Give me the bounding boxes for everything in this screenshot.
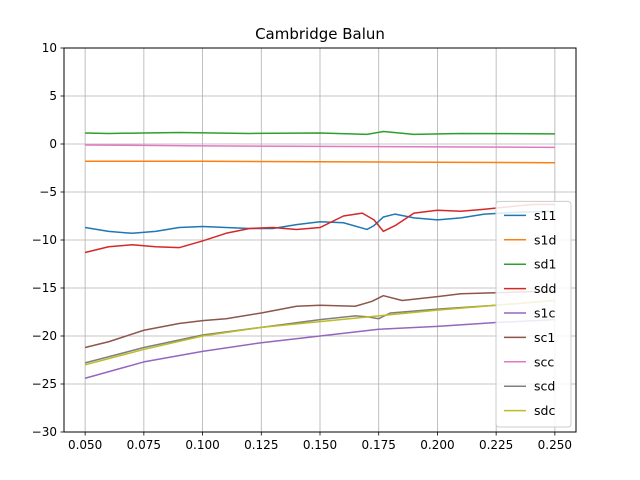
series-line-sc1 (84, 290, 555, 349)
x-tick-label: 0.075 (127, 438, 161, 452)
y-tick-label: −15 (32, 281, 57, 295)
legend-label: s1c (534, 306, 555, 321)
chart-title: Cambridge Balun (255, 25, 385, 43)
series-line-sdd (84, 203, 555, 254)
y-tick-label: −10 (32, 233, 57, 247)
y-tick-label: −25 (32, 377, 57, 391)
y-tick-label: 0 (49, 137, 57, 151)
legend-label: sdc (534, 403, 555, 418)
series-line-s1c (84, 318, 555, 379)
legend-box (495, 200, 572, 428)
x-tick-label: 0.100 (185, 438, 219, 452)
x-tick-label: 0.250 (538, 438, 572, 452)
x-tick-label: 0.200 (420, 438, 454, 452)
series-lines (84, 130, 555, 379)
y-tick-label: −30 (32, 425, 57, 439)
x-tick-label: 0.225 (479, 438, 513, 452)
x-tick-label: 0.050 (68, 438, 102, 452)
x-tick-label: 0.175 (362, 438, 396, 452)
legend-label: scc (534, 354, 554, 369)
legend-label: s11 (534, 208, 556, 223)
x-tick-label: 0.125 (244, 438, 278, 452)
series-line-scc (85, 144, 555, 149)
legend-label: sdd (534, 281, 556, 296)
legend-label: sd1 (534, 257, 556, 272)
series-line-sdc (84, 299, 555, 366)
legend-label: s1d (534, 232, 556, 247)
legend: s11 s1d sd1 sdd s1c sc1 scc scd sdc (495, 200, 572, 428)
y-tick-label: 5 (49, 89, 57, 103)
y-tick-label: −5 (39, 185, 57, 199)
series-line-s1d (85, 160, 555, 164)
legend-label: sc1 (534, 330, 555, 345)
y-tick-label: 10 (42, 41, 57, 55)
y-tick-label: −20 (32, 329, 57, 343)
legend-label: scd (534, 379, 555, 394)
series-line-scd (84, 299, 555, 364)
series-line-sd1 (85, 130, 555, 136)
axes: 0.050 0.075 0.100 0.125 0.150 0.175 0.200 0.225… (32, 41, 572, 452)
x-tick-label: 0.150 (303, 438, 337, 452)
